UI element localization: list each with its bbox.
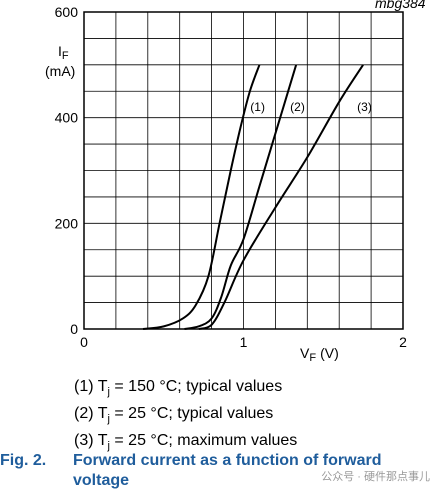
x-axis-label-unit: (V): [320, 345, 339, 361]
series-label-1: (1): [250, 100, 265, 114]
legend-item-2-sub: j: [107, 413, 110, 426]
x-tick-label: 1: [240, 334, 248, 350]
x-axis-label-sub: F: [309, 352, 316, 364]
legend-item-3-prefix: (3) T: [74, 432, 108, 450]
legend-item-3: (3) Tj = 25 °C; maximum values: [74, 430, 297, 457]
y-tick-label: 400: [55, 110, 79, 126]
chart-ticks: 0 200 400 600 0 1 2: [55, 4, 407, 350]
series-label-2: (2): [290, 100, 305, 114]
series-label-3: (3): [357, 100, 372, 114]
figure-title: Forward current as a function of forward…: [73, 452, 382, 489]
y-tick-label: 600: [55, 4, 79, 20]
plot-frame: [83, 11, 404, 330]
series-line-3: [198, 64, 364, 330]
y-axis-unit: (mA): [45, 63, 75, 79]
legend-item-1-prefix: (1) T: [74, 378, 108, 395]
y-tick-label: 200: [55, 215, 79, 231]
legend-item-1-sub: j: [107, 386, 110, 399]
legend-item-1: (1) Tj = 150 °C; typical values: [74, 376, 297, 403]
legend-item-1-text: = 150 °C; typical values: [109, 378, 283, 395]
chart-legend: (1) Tj = 150 °C; typical values (2) Tj =…: [74, 376, 297, 458]
watermark: 公众号 · 硬件那点事儿: [318, 467, 433, 485]
legend-item-2: (2) Tj = 25 °C; typical values: [74, 403, 297, 430]
corner-label: mbg384: [375, 0, 426, 11]
series-line-2: [184, 64, 298, 330]
y-axis-label: IF: [58, 43, 69, 62]
x-axis-label-main: V: [300, 345, 310, 361]
chart-grid: [84, 12, 403, 329]
y-tick-label: 0: [70, 321, 78, 337]
legend-item-2-prefix: (2) T: [74, 405, 108, 423]
y-axis-label-sub: F: [62, 50, 69, 62]
legend-item-3-sub: j: [107, 440, 110, 453]
series-line-1: [142, 64, 261, 330]
figure-number: Fig. 2.: [0, 452, 47, 469]
x-tick-label: 0: [80, 334, 88, 350]
legend-item-2-text: = 25 °C; typical values: [109, 405, 274, 423]
y-axis-label-main: I: [58, 43, 62, 59]
x-axis-label: VF (V): [300, 345, 339, 364]
x-tick-label: 2: [399, 334, 407, 350]
chart-curves: (1) (2) (3): [142, 64, 372, 330]
legend-item-3-text: = 25 °C; maximum values: [109, 432, 298, 450]
